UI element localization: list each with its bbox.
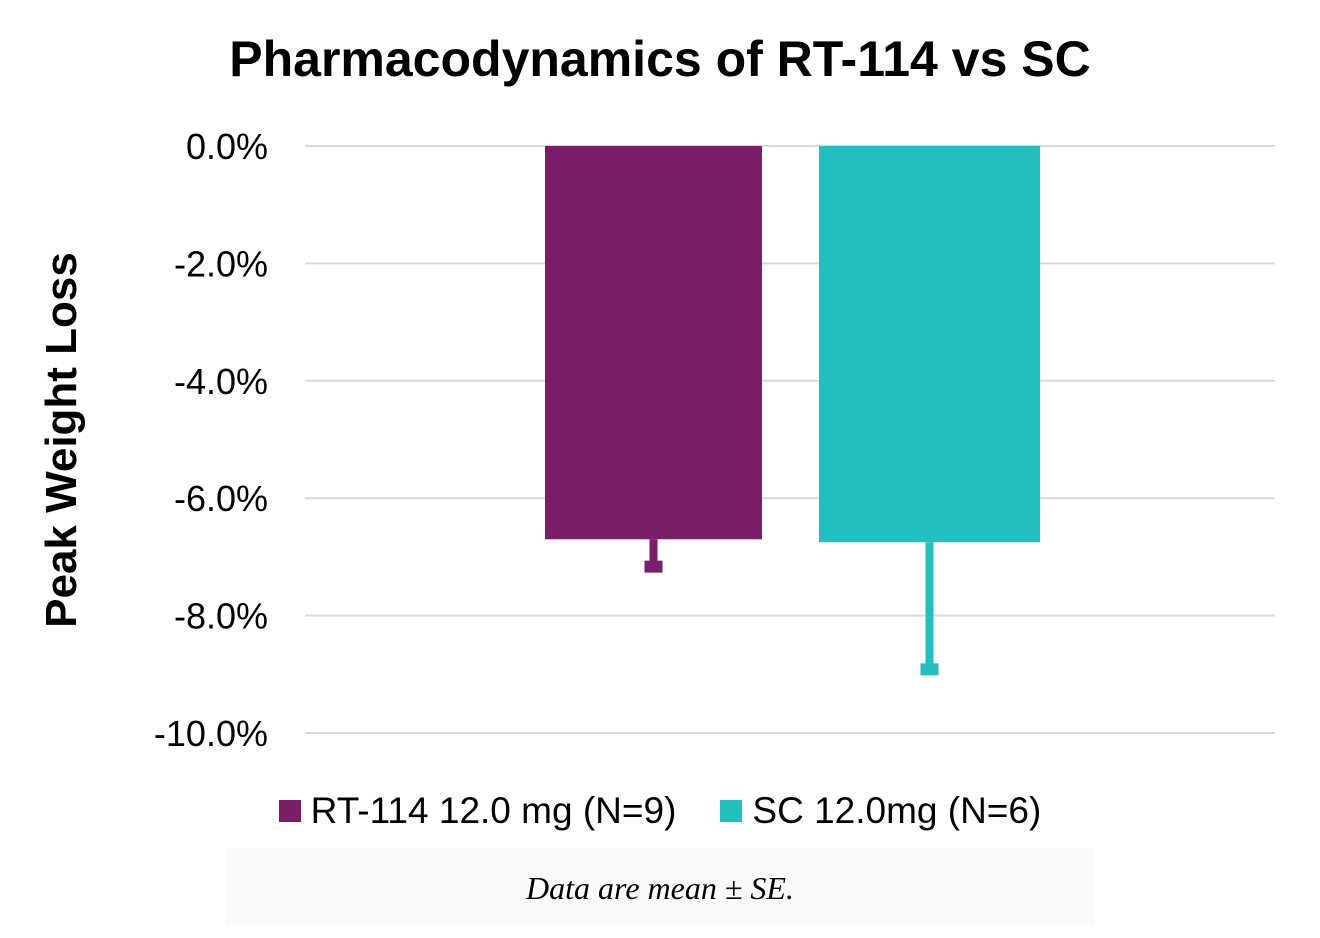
- legend-swatch-sc: [720, 800, 743, 822]
- bars: [545, 146, 1040, 543]
- bar: [819, 146, 1040, 543]
- legend-entry-sc: SC 12.0mg (N=6): [720, 790, 1041, 832]
- y-tick-label: 0.0%: [186, 126, 268, 167]
- footnote-band: [225, 848, 1095, 926]
- legend-label-rt114: RT-114 12.0 mg (N=9): [310, 790, 677, 831]
- y-tick-labels: 0.0% -2.0% -4.0% -6.0% -8.0% -10.0%: [154, 126, 268, 754]
- bar: [545, 146, 762, 540]
- y-tick-label: -10.0%: [154, 713, 268, 754]
- chart-title: Pharmacodynamics of RT-114 vs SC: [229, 31, 1091, 87]
- legend: RT-114 12.0 mg (N=9) SC 12.0mg (N=6): [0, 790, 1320, 832]
- legend-label-sc: SC 12.0mg (N=6): [752, 790, 1042, 831]
- legend-entry-rt114: RT-114 12.0 mg (N=9): [278, 790, 677, 832]
- footnote: Data are mean ± SE.: [526, 870, 794, 906]
- legend-swatch-rt114: [278, 800, 301, 822]
- error-bar-cap: [644, 560, 663, 573]
- y-tick-label: -4.0%: [174, 361, 268, 402]
- gridlines: [305, 145, 1275, 734]
- error-bar-cap: [920, 663, 939, 676]
- y-tick-label: -8.0%: [174, 596, 268, 637]
- y-tick-label: -2.0%: [174, 243, 268, 284]
- error-bars: [644, 539, 939, 676]
- y-tick-label: -6.0%: [174, 478, 268, 519]
